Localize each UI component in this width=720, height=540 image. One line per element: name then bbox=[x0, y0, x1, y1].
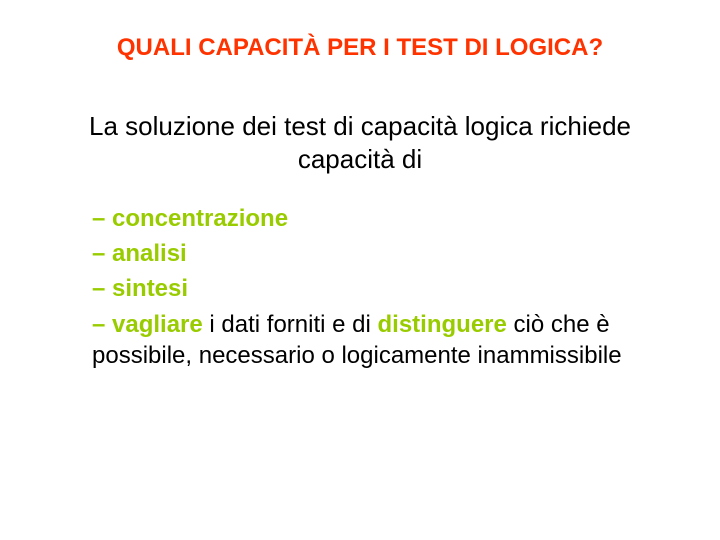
list-item: – concentrazione bbox=[92, 203, 660, 234]
list-item-bold-2: distinguere bbox=[378, 311, 507, 338]
slide: QUALI CAPACITÀ PER I TEST DI LOGICA? La … bbox=[0, 0, 720, 540]
dash-icon: – bbox=[92, 240, 112, 267]
dash-icon: – bbox=[92, 275, 112, 302]
list-item-bold: vagliare bbox=[112, 311, 203, 338]
list-item: – vagliare i dati forniti e di distingue… bbox=[92, 309, 660, 371]
list-item-bold: sintesi bbox=[112, 275, 188, 302]
bullet-list: – concentrazione – analisi – sintesi – v… bbox=[60, 203, 660, 371]
slide-subtitle: La soluzione dei test di capacità logica… bbox=[60, 110, 660, 175]
list-item-bold: analisi bbox=[112, 240, 187, 267]
slide-title: QUALI CAPACITÀ PER I TEST DI LOGICA? bbox=[60, 34, 660, 62]
list-item-rest: i dati forniti e di bbox=[203, 311, 378, 338]
dash-icon: – bbox=[92, 205, 112, 232]
dash-icon: – bbox=[92, 311, 112, 338]
list-item-bold: concentrazione bbox=[112, 205, 288, 232]
list-item: – sintesi bbox=[92, 273, 660, 304]
list-item: – analisi bbox=[92, 238, 660, 269]
